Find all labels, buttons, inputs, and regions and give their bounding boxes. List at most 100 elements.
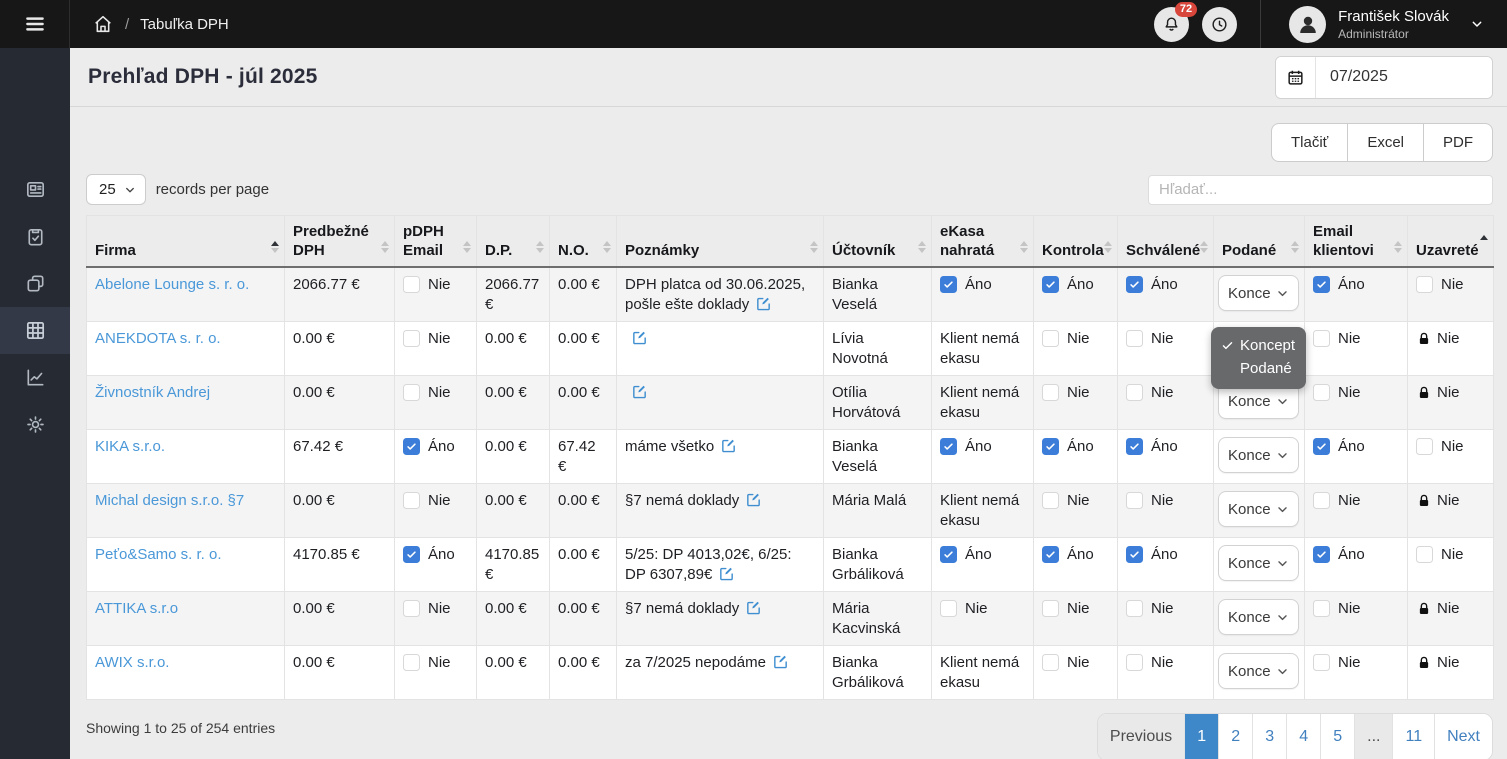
column-header--tovn-k[interactable]: Účtovník	[823, 215, 932, 268]
page-next[interactable]: Next	[1434, 714, 1492, 759]
podane-select[interactable]: Konce	[1218, 653, 1299, 689]
edit-note-icon[interactable]	[631, 329, 648, 346]
sort-arrows-icon[interactable]	[381, 241, 389, 253]
column-header-ekasa-nahrat-[interactable]: eKasa nahratá	[931, 215, 1034, 268]
column-header-email-klientovi[interactable]: Email klientovi	[1304, 215, 1408, 268]
edit-note-icon[interactable]	[745, 491, 762, 508]
sort-arrows-icon[interactable]	[463, 241, 471, 253]
email-klientovi-checkbox[interactable]	[1313, 654, 1330, 671]
email-klientovi-checkbox[interactable]	[1313, 276, 1330, 293]
email-klientovi-checkbox[interactable]	[1313, 330, 1330, 347]
column-header-d-p-[interactable]: D.P.	[476, 215, 550, 268]
home-icon[interactable]	[92, 13, 114, 35]
sort-arrows-icon[interactable]	[1200, 241, 1208, 253]
schvalene-checkbox[interactable]	[1126, 546, 1143, 563]
company-link[interactable]: ANEKDOTA s. r. o.	[95, 330, 221, 347]
uzavrete-checkbox[interactable]	[1416, 438, 1433, 455]
sort-arrows-icon[interactable]	[1104, 241, 1112, 253]
edit-note-icon[interactable]	[718, 565, 735, 582]
email-klientovi-checkbox[interactable]	[1313, 384, 1330, 401]
edit-note-icon[interactable]	[772, 653, 789, 670]
sidebar-item-news[interactable]	[0, 166, 70, 213]
schvalene-checkbox[interactable]	[1126, 276, 1143, 293]
dropdown-option-koncept[interactable]: Koncept	[1211, 334, 1306, 357]
sort-arrows-icon[interactable]	[1394, 241, 1402, 253]
sidebar-item-copy[interactable]	[0, 260, 70, 307]
column-header-schv-len-[interactable]: Schválené	[1117, 215, 1214, 268]
company-link[interactable]: Živnostník Andrej	[95, 384, 211, 401]
email-klientovi-checkbox[interactable]	[1313, 438, 1330, 455]
page-ellipsis[interactable]: ...	[1354, 714, 1393, 759]
column-header-podan-[interactable]: Podané	[1213, 215, 1305, 268]
company-link[interactable]: KIKA s.r.o.	[95, 438, 166, 455]
page-4[interactable]: 4	[1286, 714, 1321, 759]
edit-note-icon[interactable]	[745, 599, 762, 616]
pdph-email-checkbox[interactable]	[403, 654, 420, 671]
sidebar-item-table-grid[interactable]	[0, 307, 70, 354]
ekasa-checkbox[interactable]	[940, 276, 957, 293]
column-header-kontrola[interactable]: Kontrola	[1033, 215, 1118, 268]
edit-note-icon[interactable]	[631, 383, 648, 400]
kontrola-checkbox[interactable]	[1042, 492, 1059, 509]
email-klientovi-checkbox[interactable]	[1313, 600, 1330, 617]
kontrola-checkbox[interactable]	[1042, 384, 1059, 401]
ekasa-checkbox[interactable]	[940, 600, 957, 617]
dropdown-option-podané[interactable]: Podané	[1211, 357, 1306, 380]
email-klientovi-checkbox[interactable]	[1313, 492, 1330, 509]
podane-select[interactable]: Konce	[1218, 545, 1299, 581]
pdph-email-checkbox[interactable]	[403, 600, 420, 617]
sort-arrows-icon[interactable]	[603, 241, 611, 253]
schvalene-checkbox[interactable]	[1126, 492, 1143, 509]
kontrola-checkbox[interactable]	[1042, 546, 1059, 563]
email-klientovi-checkbox[interactable]	[1313, 546, 1330, 563]
podane-select[interactable]: Konce	[1218, 383, 1299, 419]
pdph-email-checkbox[interactable]	[403, 438, 420, 455]
ekasa-checkbox[interactable]	[940, 546, 957, 563]
kontrola-checkbox[interactable]	[1042, 654, 1059, 671]
podane-select[interactable]: Konce	[1218, 599, 1299, 635]
sort-arrows-icon[interactable]	[1020, 241, 1028, 253]
uzavrete-checkbox[interactable]	[1416, 546, 1433, 563]
column-header-n-o-[interactable]: N.O.	[549, 215, 617, 268]
company-link[interactable]: Abelone Lounge s. r. o.	[95, 276, 250, 293]
page-5[interactable]: 5	[1320, 714, 1355, 759]
company-link[interactable]: ATTIKA s.r.o	[95, 600, 179, 617]
podane-select[interactable]: Konce	[1218, 437, 1299, 473]
edit-note-icon[interactable]	[720, 437, 737, 454]
pdph-email-checkbox[interactable]	[403, 330, 420, 347]
sort-arrows-icon[interactable]	[1480, 235, 1488, 240]
edit-note-icon[interactable]	[755, 295, 772, 312]
schvalene-checkbox[interactable]	[1126, 600, 1143, 617]
page-previous[interactable]: Previous	[1097, 714, 1185, 759]
kontrola-checkbox[interactable]	[1042, 600, 1059, 617]
kontrola-checkbox[interactable]	[1042, 276, 1059, 293]
podane-select[interactable]: Konce	[1218, 491, 1299, 527]
column-header-pdph-email[interactable]: pDPH Email	[394, 215, 477, 268]
uzavrete-checkbox[interactable]	[1416, 276, 1433, 293]
sort-arrows-icon[interactable]	[536, 241, 544, 253]
ekasa-checkbox[interactable]	[940, 438, 957, 455]
calendar-button[interactable]	[1276, 56, 1316, 98]
pdph-email-checkbox[interactable]	[403, 492, 420, 509]
sort-arrows-icon[interactable]	[810, 241, 818, 253]
sort-arrows-icon[interactable]	[918, 241, 926, 253]
hamburger-menu-icon[interactable]	[22, 11, 48, 37]
page-2[interactable]: 2	[1218, 714, 1253, 759]
export-button-excel[interactable]: Excel	[1347, 123, 1424, 162]
export-button-pdf[interactable]: PDF	[1423, 123, 1493, 162]
schvalene-checkbox[interactable]	[1126, 330, 1143, 347]
schvalene-checkbox[interactable]	[1126, 384, 1143, 401]
sidebar-item-clipboard-check[interactable]	[0, 213, 70, 260]
notifications-button[interactable]: 72	[1154, 1, 1198, 42]
company-link[interactable]: Michal design s.r.o. §7	[95, 492, 245, 509]
sidebar-item-chart-line[interactable]	[0, 354, 70, 401]
per-page-select[interactable]: 25	[86, 174, 146, 205]
column-header-firma[interactable]: Firma	[86, 215, 285, 268]
search-input[interactable]	[1148, 174, 1493, 205]
month-input[interactable]	[1316, 56, 1492, 98]
pdph-email-checkbox[interactable]	[403, 546, 420, 563]
schvalene-checkbox[interactable]	[1126, 654, 1143, 671]
pdph-email-checkbox[interactable]	[403, 276, 420, 293]
user-menu[interactable]: František Slovák Administrátor	[1261, 5, 1507, 43]
sort-arrows-icon[interactable]	[1291, 241, 1299, 253]
